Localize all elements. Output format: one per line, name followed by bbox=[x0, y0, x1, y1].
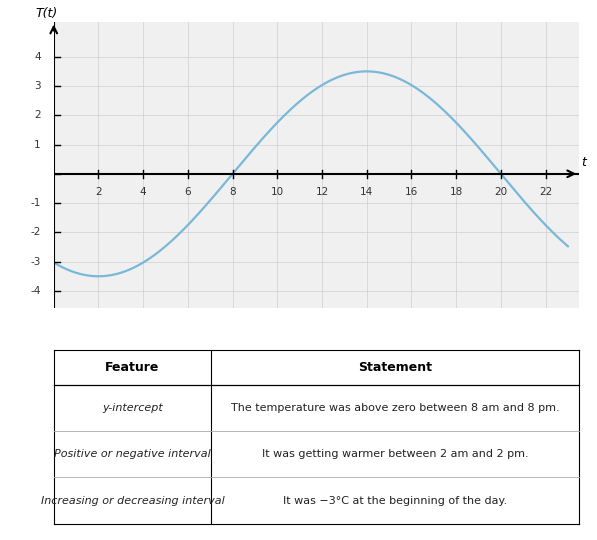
Text: 1: 1 bbox=[34, 139, 41, 150]
Text: 4: 4 bbox=[140, 187, 146, 197]
Text: -3: -3 bbox=[30, 256, 41, 267]
Text: 4: 4 bbox=[34, 52, 41, 62]
Text: The temperature was above zero between 8 am and 8 pm.: The temperature was above zero between 8… bbox=[231, 403, 559, 413]
Text: 8: 8 bbox=[229, 187, 236, 197]
Text: -4: -4 bbox=[30, 286, 41, 296]
Text: 12: 12 bbox=[315, 187, 328, 197]
Text: Statement: Statement bbox=[358, 361, 432, 374]
Text: Feature: Feature bbox=[105, 361, 160, 374]
Text: Increasing or decreasing interval: Increasing or decreasing interval bbox=[41, 496, 224, 505]
Text: It was getting warmer between 2 am and 2 pm.: It was getting warmer between 2 am and 2… bbox=[262, 449, 528, 459]
Text: 18: 18 bbox=[450, 187, 463, 197]
Text: 2: 2 bbox=[34, 110, 41, 120]
Text: y-intercept: y-intercept bbox=[102, 403, 163, 413]
Text: It was −3°C at the beginning of the day.: It was −3°C at the beginning of the day. bbox=[283, 496, 507, 505]
Text: 2: 2 bbox=[95, 187, 101, 197]
Text: 10: 10 bbox=[270, 187, 284, 197]
Text: t: t bbox=[581, 156, 586, 168]
Text: Positive or negative interval: Positive or negative interval bbox=[54, 449, 211, 459]
Text: 6: 6 bbox=[184, 187, 191, 197]
Text: 16: 16 bbox=[405, 187, 418, 197]
Text: T(t): T(t) bbox=[36, 7, 58, 20]
Text: -2: -2 bbox=[30, 227, 41, 238]
Text: 20: 20 bbox=[494, 187, 507, 197]
Text: -1: -1 bbox=[30, 198, 41, 208]
Text: 22: 22 bbox=[539, 187, 552, 197]
Text: 3: 3 bbox=[34, 81, 41, 91]
Text: 14: 14 bbox=[360, 187, 373, 197]
